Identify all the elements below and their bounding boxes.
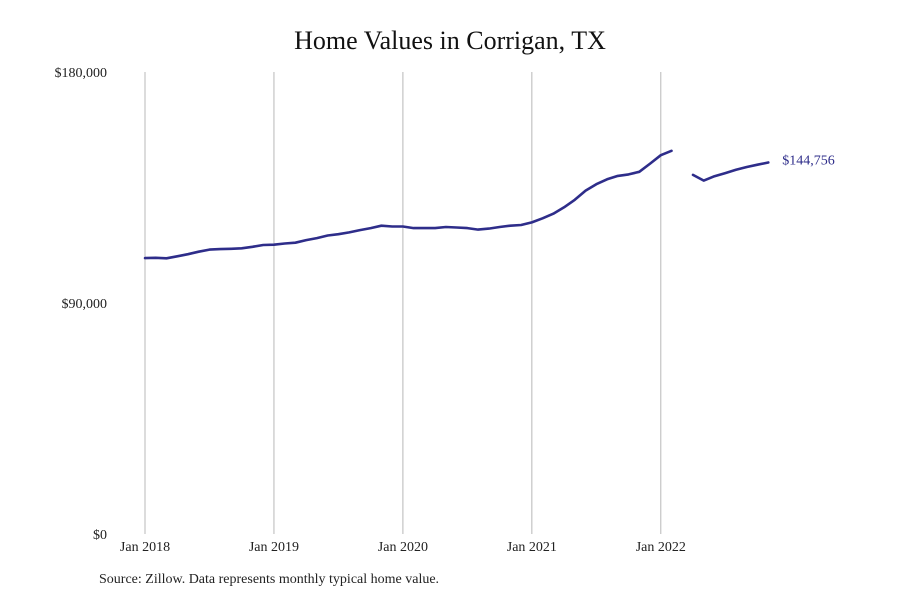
x-tick-label: Jan 2019 [249, 540, 299, 555]
y-tick-label: $90,000 [62, 297, 108, 312]
series-line [143, 149, 673, 260]
x-tick-label: Jan 2021 [507, 540, 557, 555]
y-tick-label: $180,000 [55, 66, 108, 81]
y-tick-label: $0 [93, 528, 107, 543]
chart-title: Home Values in Corrigan, TX [294, 26, 606, 55]
grid-layer [144, 72, 662, 534]
source-note: Source: Zillow. Data represents monthly … [99, 572, 440, 587]
x-tick-label: Jan 2018 [120, 540, 170, 555]
end-value-label: $144,756 [782, 153, 835, 168]
series-line [691, 161, 770, 182]
series-layer [143, 149, 770, 260]
x-tick-label: Jan 2020 [378, 540, 428, 555]
x-tick-label: Jan 2022 [636, 540, 686, 555]
x-axis: Jan 2018 Jan 2019 Jan 2020 Jan 2021 Jan 2022 [120, 540, 686, 555]
y-axis: $0 $90,000 $180,000 [55, 66, 108, 543]
end-label-layer: $144,756 [782, 153, 835, 168]
